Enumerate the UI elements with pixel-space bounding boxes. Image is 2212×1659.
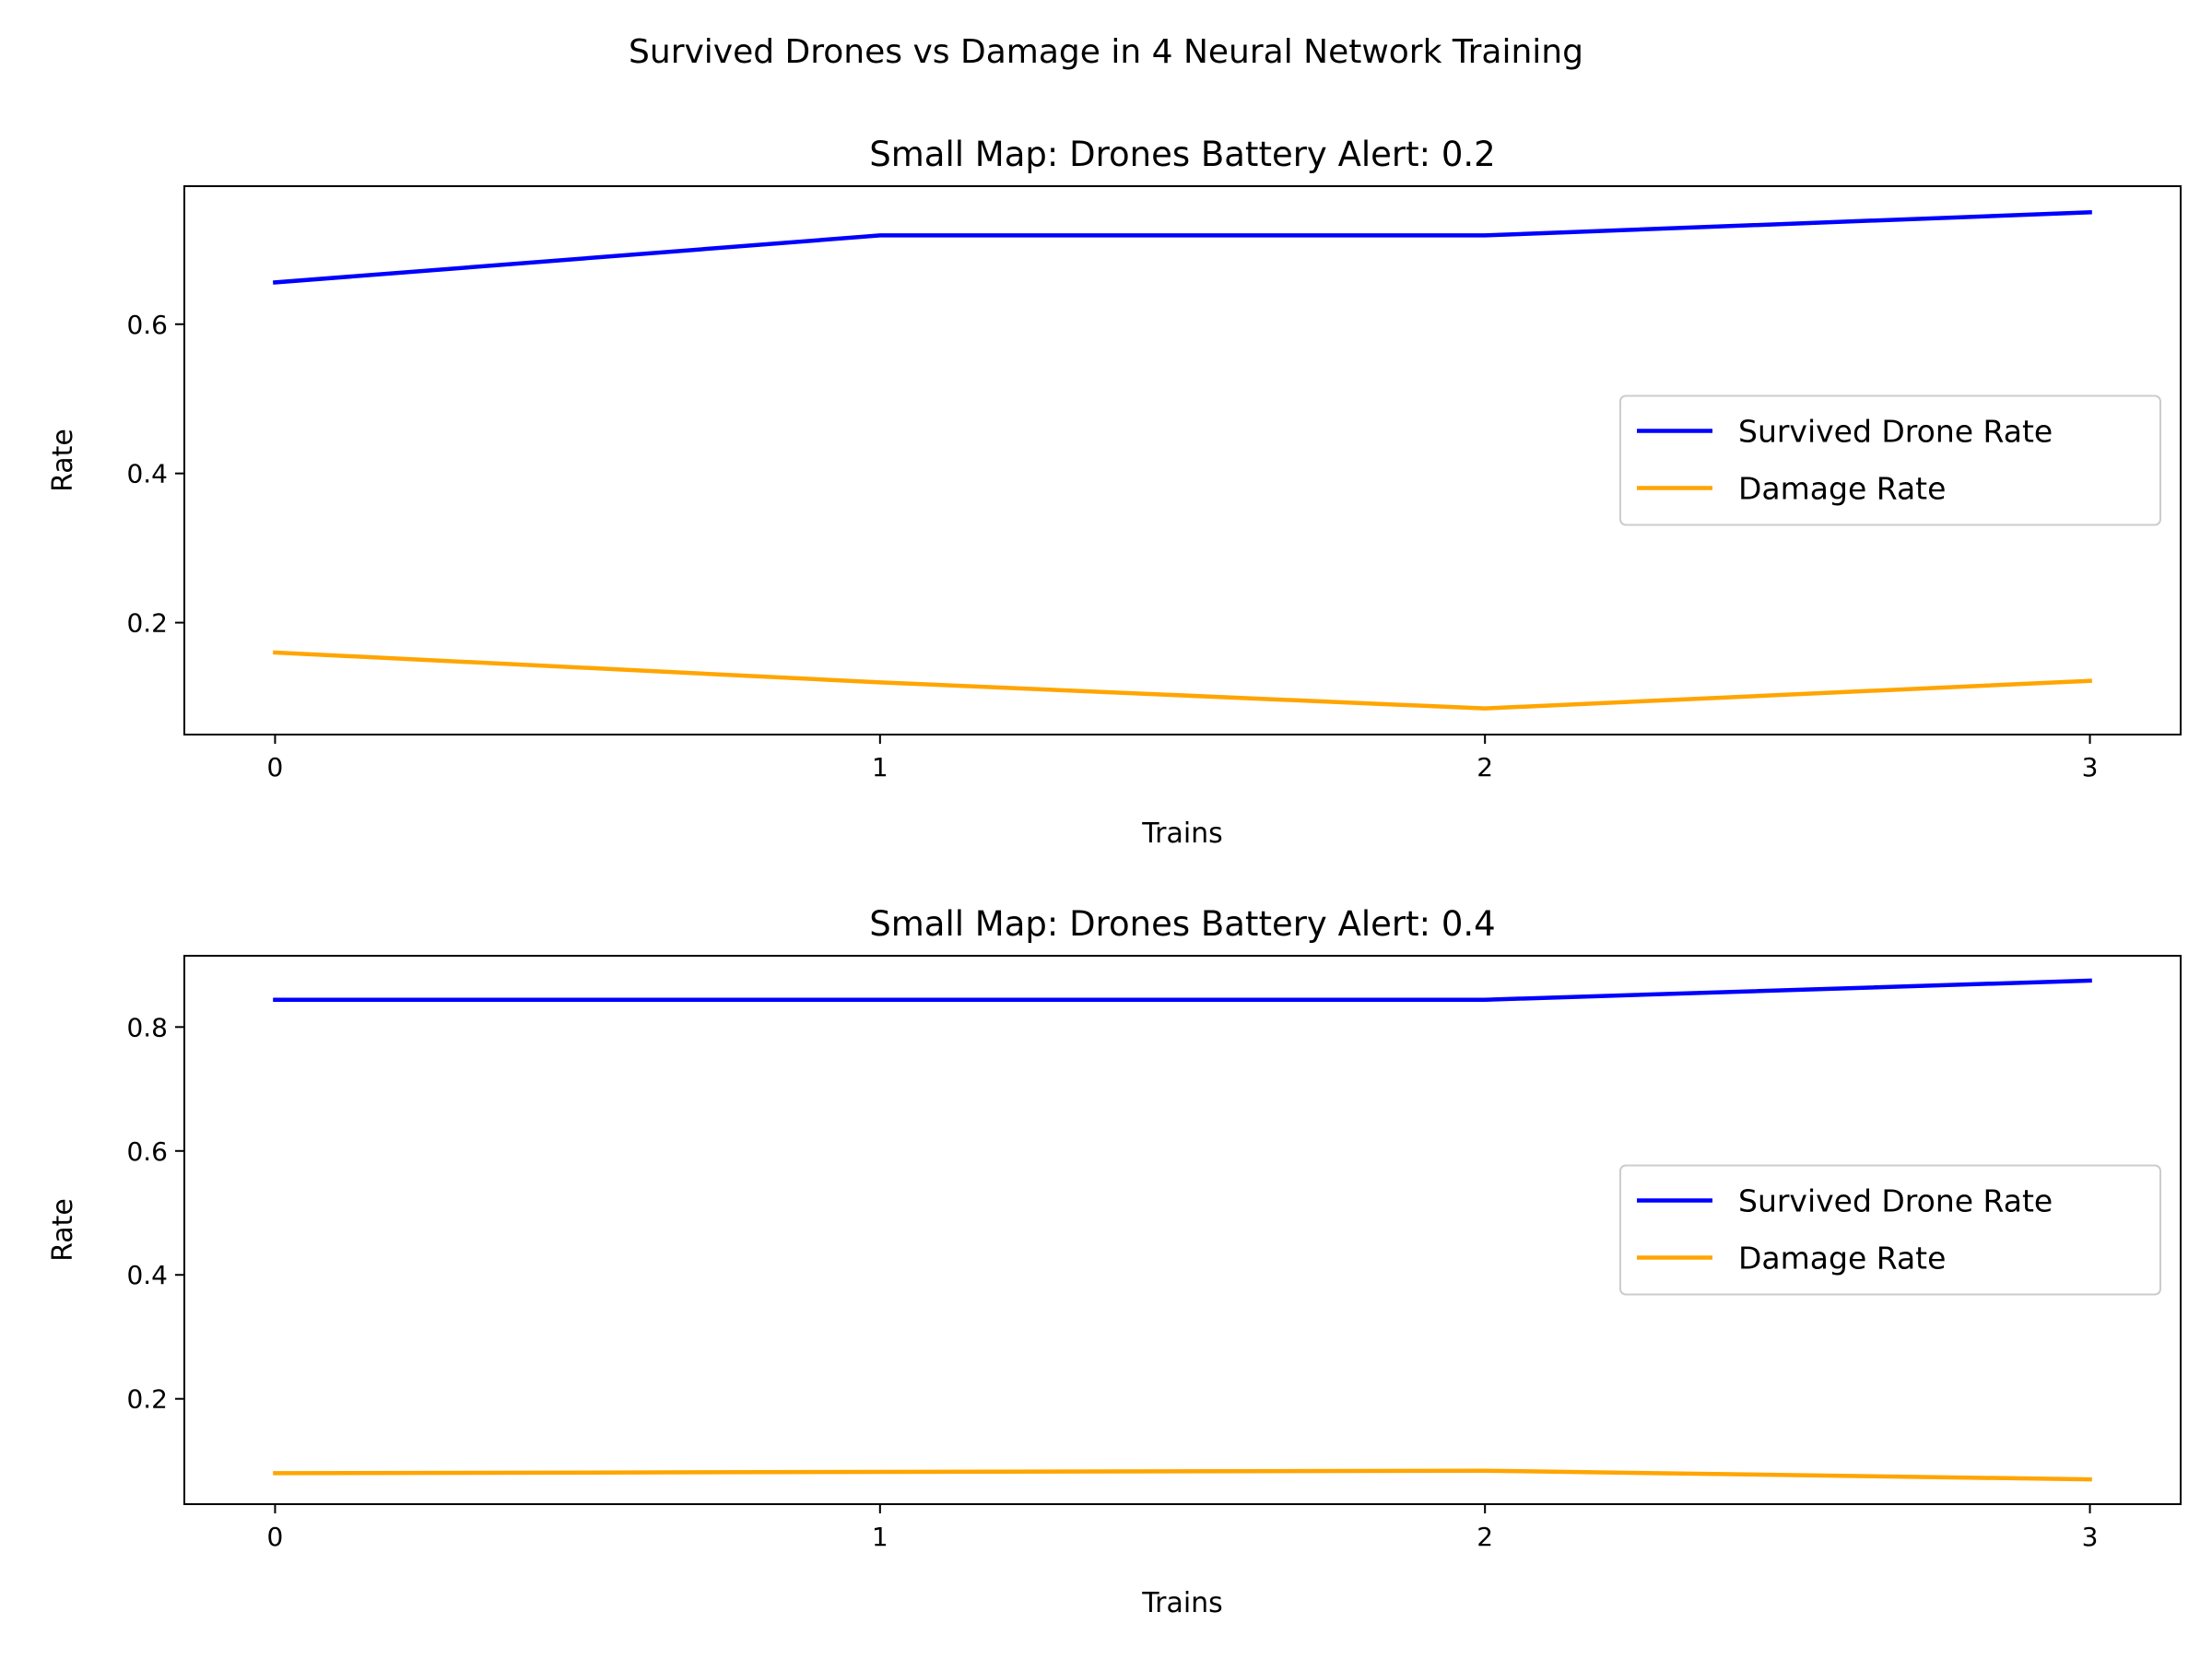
legend-label-damage-rate: Damage Rate (1738, 1241, 1946, 1277)
subplot-title: Small Map: Drones Battery Alert: 0.2 (869, 135, 1495, 174)
subplot-battery-alert-0-2: Small Map: Drones Battery Alert: 0.2 0 1 2 3… (47, 135, 2182, 850)
y-tick-label: 0.2 (126, 608, 168, 639)
subplot-battery-alert-0-4: Small Map: Drones Battery Alert: 0.4 0 1 2 3… (47, 904, 2182, 1619)
x-tick-label: 3 (2082, 752, 2099, 782)
x-tick-label: 2 (1477, 1522, 1493, 1552)
y-tick-label: 0.8 (126, 1012, 168, 1042)
legend-label-damage-rate: Damage Rate (1738, 471, 1946, 507)
x-tick-label: 1 (872, 1522, 888, 1552)
y-tick-label: 0.6 (126, 1136, 168, 1167)
axes-frame (183, 185, 2182, 735)
figure-suptitle: Survived Drones vs Damage in 4 Neural Ne… (629, 33, 1583, 71)
series-line-damage-rate (273, 650, 2092, 711)
x-tick-label: 0 (267, 1522, 284, 1552)
legend: Survived Drone Rate Damage Rate (1619, 1164, 2161, 1296)
x-axis-label: Trains (1141, 1587, 1223, 1619)
y-tick-label: 0.4 (126, 459, 168, 489)
x-tick-label: 1 (872, 752, 888, 782)
x-axis-label: Trains (1141, 818, 1223, 850)
axes-frame (183, 955, 2182, 1505)
y-tick-label: 0.6 (126, 310, 168, 340)
legend-label-survived-drone-rate: Survived Drone Rate (1738, 414, 2053, 450)
series-line-damage-rate (273, 1468, 2092, 1482)
y-axis-label: Rate (47, 429, 79, 492)
y-axis-label: Rate (47, 1198, 79, 1262)
legend-label-survived-drone-rate: Survived Drone Rate (1738, 1183, 2053, 1219)
y-tick-label: 0.2 (126, 1384, 168, 1415)
x-tick-label: 3 (2082, 1522, 2099, 1552)
y-tick-label: 0.4 (126, 1260, 168, 1290)
x-tick-label: 2 (1477, 752, 1493, 782)
legend-box (1619, 1164, 2161, 1296)
legend: Survived Drone Rate Damage Rate (1619, 394, 2161, 526)
series-line-survived-drone-rate (273, 978, 2092, 1002)
legend-box (1619, 394, 2161, 526)
subplot-title: Small Map: Drones Battery Alert: 0.4 (869, 904, 1495, 944)
series-line-survived-drone-rate (273, 209, 2092, 285)
x-tick-label: 0 (267, 752, 284, 782)
